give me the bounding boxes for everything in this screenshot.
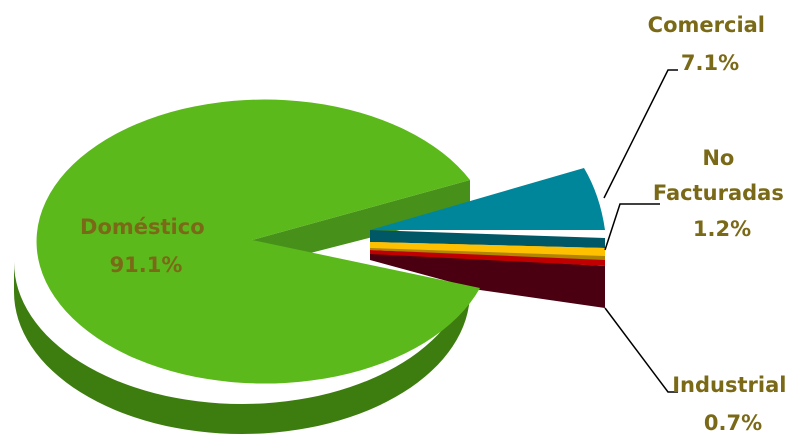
leader-line-industrial (604, 307, 678, 393)
slice-domestico-inner-face (252, 180, 470, 268)
slice-domestico (36, 99, 481, 384)
leader-lines (603, 69, 678, 393)
label-domestico-value: 91.1% (110, 253, 183, 277)
pie-tops (36, 99, 605, 384)
slice-nofacturadas (370, 242, 605, 256)
leader-line-comercial (603, 69, 678, 199)
label-comercial: Comercial 7.1% (648, 13, 773, 75)
slice-comercial (370, 168, 605, 230)
leader-line-nofacturadas (604, 203, 660, 251)
label-domestico-name: Doméstico (80, 215, 205, 239)
label-domestico: Doméstico 91.1% (80, 215, 212, 277)
label-industrial-name: Industrial (672, 373, 786, 397)
label-nofacturadas-line2: Facturadas (653, 181, 784, 205)
slice-industrial-side (370, 252, 605, 308)
label-industrial: Industrial 0.7% (672, 373, 794, 435)
label-industrial-value: 0.7% (704, 411, 762, 435)
slice-industrial (370, 250, 605, 266)
label-nofacturadas-line1: No (702, 146, 734, 170)
label-nofacturadas: No Facturadas 1.2% (653, 146, 791, 241)
data-labels: Doméstico 91.1% Comercial 7.1% No Factur… (80, 13, 794, 435)
label-nofacturadas-value: 1.2% (693, 217, 751, 241)
label-comercial-name: Comercial (648, 13, 765, 37)
label-comercial-value: 7.1% (681, 51, 739, 75)
